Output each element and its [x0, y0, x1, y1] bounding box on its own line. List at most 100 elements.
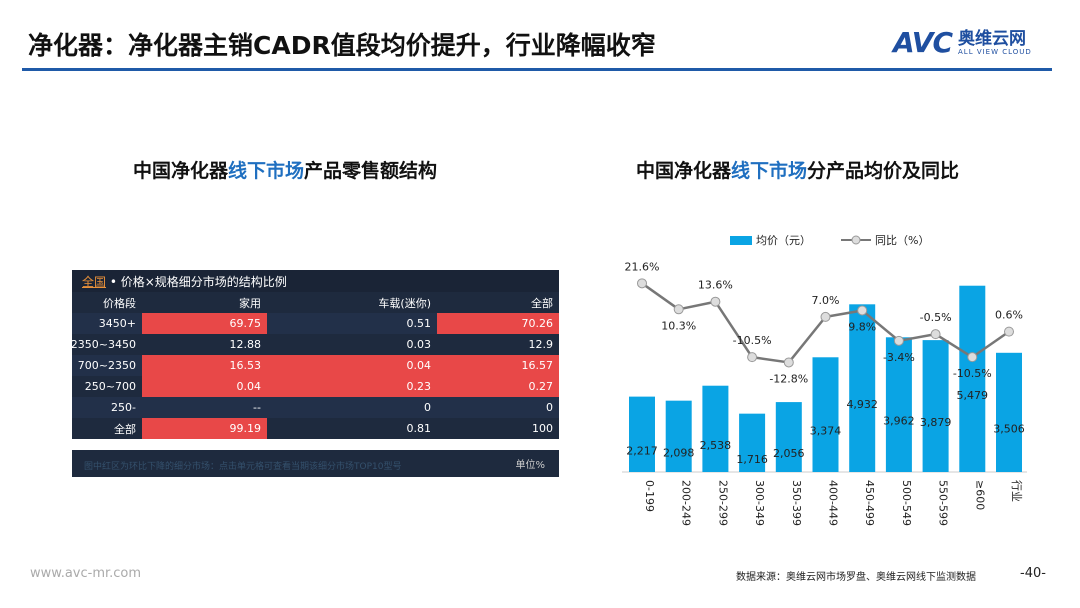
- table-cell[interactable]: 16.57: [437, 355, 559, 376]
- right-subtitle: 中国净化器线下市场分产品均价及同比: [636, 160, 960, 182]
- table-cell[interactable]: 全部: [531, 296, 553, 310]
- table-header: 全国 • 价格×规格细分市场的结构比例: [72, 270, 559, 292]
- yoy-point: [820, 311, 831, 322]
- legend-bar-swatch: [730, 235, 752, 245]
- yoy-point: [857, 305, 868, 316]
- logo-en: ALL VIEW CLOUD: [958, 47, 1032, 56]
- x-tick-label: ≥600: [973, 480, 986, 510]
- yoy-point: [747, 352, 758, 363]
- table-cell[interactable]: 100: [532, 422, 553, 435]
- bar: [812, 357, 839, 472]
- yoy-label: -0.5%: [920, 311, 952, 324]
- x-tick-label: 200-249: [680, 480, 693, 526]
- table-cell[interactable]: 12.88: [229, 338, 262, 351]
- bar: [665, 400, 692, 472]
- table-cell[interactable]: 0: [546, 401, 553, 414]
- yoy-label: -3.4%: [883, 351, 915, 364]
- bar: [996, 352, 1022, 472]
- yoy-label: 13.6%: [698, 279, 733, 292]
- bar: [775, 402, 802, 472]
- x-tick-label: 300-349: [753, 480, 766, 526]
- yoy-label: -10.5%: [953, 367, 992, 380]
- page-number: -40-: [1020, 566, 1046, 581]
- bar-label: 2,098: [663, 446, 695, 459]
- x-tick-label: 350-399: [790, 480, 803, 526]
- footer-url[interactable]: www.avc-mr.com: [30, 566, 142, 581]
- table-cell: 700~2350: [77, 359, 136, 372]
- table-cell[interactable]: 车载(迷你): [378, 296, 431, 310]
- bar-label: 3,506: [993, 422, 1025, 435]
- yoy-label: 9.8%: [848, 320, 876, 333]
- yoy-point: [893, 335, 904, 346]
- x-tick-label: 行业: [1010, 480, 1023, 502]
- chart-legend: 均价（元） 同比（%）: [730, 232, 929, 248]
- yoy-point: [637, 278, 647, 289]
- table-cell[interactable]: 99.19: [142, 418, 267, 439]
- table-cell[interactable]: 0.51: [406, 317, 432, 330]
- table-row: 2350~3450 12.88 0.03 12.9: [71, 334, 559, 355]
- table-cell: 250~700: [84, 380, 136, 393]
- logo-mark: AVC: [893, 26, 953, 59]
- bar-label: 2,217: [626, 444, 658, 457]
- table-cell[interactable]: 16.53: [142, 355, 267, 376]
- table-footnote: 图中红区为环比下降的细分市场：点击单元格可查看当期该细分市场TOP10型号 单位%: [72, 450, 559, 477]
- yoy-point: [710, 296, 721, 307]
- table-cell[interactable]: 0.23: [267, 376, 437, 397]
- logo-cn: 奥维云网: [958, 28, 1026, 49]
- yoy-point: [783, 357, 794, 368]
- bar-label: 3,374: [810, 425, 842, 438]
- bar: [702, 385, 729, 472]
- bar-label: 5,479: [957, 389, 989, 402]
- table-cell: 价格段: [103, 296, 136, 310]
- page-title: 净化器：净化器主销CADR值段均价提升，行业降幅收窄: [28, 31, 656, 60]
- yoy-label: 21.6%: [625, 260, 660, 273]
- table-row: 3450+ 69.75 0.51 70.26: [72, 313, 559, 334]
- table-row: 250~700 0.04 0.23 0.27: [72, 376, 559, 397]
- table-cell[interactable]: 家用: [239, 296, 261, 310]
- table-row: 700~2350 16.53 0.04 16.57: [72, 355, 559, 376]
- yoy-point: [967, 352, 978, 363]
- table-cell: 全部: [114, 422, 136, 436]
- bar: [739, 413, 766, 472]
- table-cell[interactable]: 0.04: [267, 355, 437, 376]
- bar: [849, 304, 876, 472]
- x-tick-label: 550-599: [937, 480, 950, 526]
- structure-table: 价格段 家用 车载(迷你) 全部 3450+ 69.75 0.51 70.26 2350~345…: [71, 292, 559, 439]
- table-cell[interactable]: 0.03: [406, 338, 432, 351]
- table-cell[interactable]: 12.9: [528, 338, 554, 351]
- yoy-label: -10.5%: [733, 334, 772, 347]
- bar: [959, 285, 986, 472]
- yoy-point: [930, 329, 941, 340]
- avc-logo: AVC 奥维云网 ALL VIEW CLOUD: [893, 26, 1032, 59]
- legend-line-icon: [841, 235, 871, 245]
- bar-label: 1,716: [736, 453, 768, 466]
- title-divider: [22, 68, 1052, 71]
- x-tick-label: 0-199: [643, 480, 656, 512]
- table-row: 全部 99.19 0.81 100: [72, 418, 559, 439]
- table-cell[interactable]: 69.75: [142, 313, 267, 334]
- yoy-label: -12.8%: [769, 372, 808, 385]
- bar: [885, 337, 912, 472]
- region-link[interactable]: 全国: [82, 275, 107, 289]
- bar: [629, 396, 655, 472]
- table-cell[interactable]: 70.26: [437, 313, 559, 334]
- yoy-label: 0.6%: [995, 309, 1023, 322]
- table-cell[interactable]: --: [253, 401, 261, 414]
- x-tick-label: 250-299: [716, 480, 729, 526]
- table-cell[interactable]: 0.04: [142, 376, 267, 397]
- bar-label: 3,879: [920, 416, 952, 429]
- table-cell: 3450+: [98, 317, 136, 330]
- yoy-point: [1004, 326, 1014, 337]
- table-cell[interactable]: 0.27: [437, 376, 559, 397]
- yoy-point: [673, 304, 684, 315]
- yoy-label: 10.3%: [661, 319, 696, 332]
- table-cell[interactable]: 0.81: [406, 422, 432, 435]
- table-cell[interactable]: 0: [424, 401, 431, 414]
- bar-label: 3,962: [883, 415, 915, 428]
- x-tick-label: 400-449: [827, 480, 840, 526]
- yoy-label: 7.0%: [812, 294, 840, 307]
- bar-label: 2,056: [773, 447, 805, 460]
- x-tick-label: 500-549: [900, 480, 913, 526]
- table-header-row: 价格段 家用 车载(迷你) 全部: [72, 292, 559, 313]
